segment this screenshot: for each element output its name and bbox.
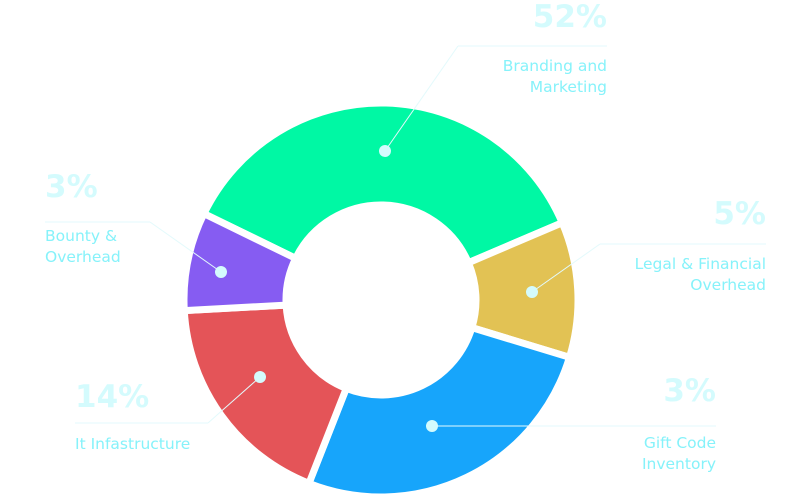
donut-slice bbox=[199, 99, 567, 268]
percent-label: 14% bbox=[75, 379, 150, 415]
donut-slice bbox=[304, 323, 574, 501]
leader-line bbox=[207, 376, 261, 424]
slice-marker-dot bbox=[426, 420, 438, 432]
callout-it: 14% It Infastructure bbox=[75, 380, 190, 455]
leader-line bbox=[149, 221, 222, 273]
percent-label: 3% bbox=[45, 169, 98, 205]
slice-label: Gift Code Inventory bbox=[641, 434, 716, 473]
donut-slice bbox=[180, 208, 301, 315]
slice-marker-dot bbox=[379, 145, 391, 157]
percent-label: 52% bbox=[532, 0, 607, 35]
slice-label: Bounty & Overhead bbox=[45, 227, 121, 266]
slice-marker-dot bbox=[254, 371, 266, 383]
callout-legal: 5% Legal & Financial Overhead bbox=[635, 197, 766, 296]
callout-branding: 52% Branding and Marketing bbox=[503, 0, 607, 98]
slice-label: Branding and Marketing bbox=[502, 57, 607, 96]
slice-marker-dot bbox=[526, 286, 538, 298]
callout-gift-code: 3% Gift Code Inventory bbox=[642, 374, 716, 475]
donut-slice bbox=[180, 301, 351, 488]
slice-marker-dot bbox=[215, 266, 227, 278]
percent-label: 3% bbox=[663, 373, 716, 409]
slice-label: Legal & Financial Overhead bbox=[634, 255, 766, 294]
slice-label: It Infastructure bbox=[75, 435, 191, 453]
percent-label: 5% bbox=[713, 196, 766, 232]
leader-line bbox=[531, 243, 601, 293]
callout-bounty: 3% Bounty & Overhead bbox=[45, 170, 121, 268]
leader-line bbox=[384, 45, 459, 152]
